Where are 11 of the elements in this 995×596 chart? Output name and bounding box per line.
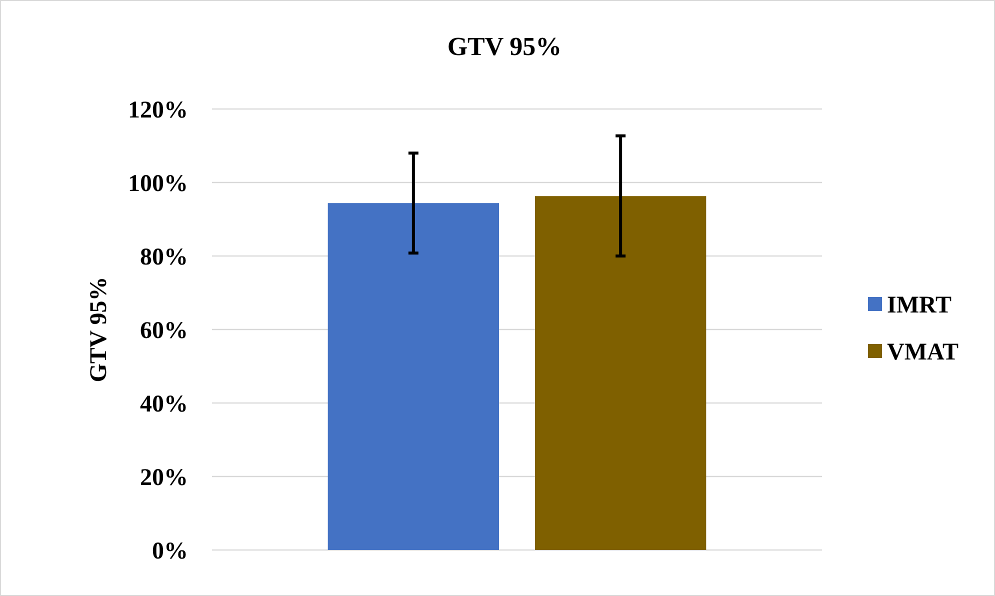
chart-title: GTV 95% [447,32,562,61]
y-tick-label: 80% [140,244,188,270]
legend-label: VMAT [887,339,959,366]
y-tick-label: 0% [152,538,188,564]
y-axis-title: GTV 95% [86,276,112,382]
y-tick-label: 100% [128,170,188,197]
legend-label: IMRT [887,292,952,318]
y-tick-label: 20% [140,464,188,491]
y-tick-label: 60% [140,318,188,344]
y-tick-label: 120% [128,97,188,124]
y-tick-label: 40% [140,391,188,418]
